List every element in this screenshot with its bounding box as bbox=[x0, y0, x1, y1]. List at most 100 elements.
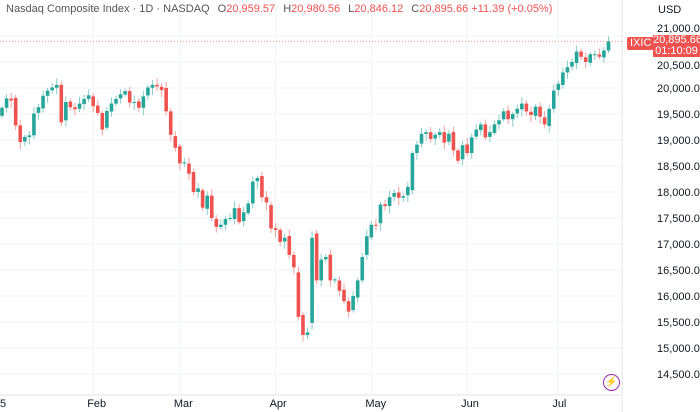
candle-body bbox=[228, 218, 232, 219]
candle-body bbox=[524, 103, 529, 112]
lightning-icon[interactable]: ⚡ bbox=[603, 374, 620, 391]
candle-body bbox=[479, 124, 483, 131]
currency-button[interactable]: USD bbox=[658, 4, 682, 16]
candle-body bbox=[492, 124, 497, 133]
candle-body bbox=[529, 111, 533, 116]
x-tick-label: Jul bbox=[552, 398, 566, 410]
x-tick-label: May bbox=[365, 398, 386, 410]
candle-body bbox=[533, 106, 538, 116]
candle-body bbox=[41, 95, 45, 109]
candle-body bbox=[360, 257, 365, 281]
candle-body bbox=[273, 228, 278, 230]
candle-body bbox=[597, 54, 602, 57]
candle-body bbox=[365, 236, 369, 255]
y-tick-label: 14,500.00 bbox=[657, 369, 700, 381]
candle-body bbox=[369, 224, 374, 238]
high-label: H bbox=[283, 3, 292, 15]
candle-body bbox=[328, 254, 333, 281]
candle-body bbox=[209, 195, 214, 218]
candle-body bbox=[497, 120, 501, 125]
candle-body bbox=[588, 54, 593, 63]
y-tick-label: 16,500.00 bbox=[657, 265, 700, 277]
change-value: +11.39 (+0.05%) bbox=[471, 3, 553, 15]
candle-body bbox=[23, 136, 27, 142]
candle-body bbox=[296, 272, 301, 317]
candle-body bbox=[187, 163, 191, 174]
candle-body bbox=[515, 108, 520, 114]
candle-body bbox=[333, 279, 337, 281]
candle-body bbox=[406, 186, 410, 196]
candle-body bbox=[574, 51, 579, 64]
candle-body bbox=[342, 289, 346, 302]
candle-body bbox=[506, 110, 510, 120]
candle-body bbox=[91, 96, 95, 107]
x-tick-label: 5 bbox=[0, 398, 6, 410]
candle-body bbox=[205, 195, 209, 209]
candle-body bbox=[392, 193, 396, 197]
candle-body bbox=[579, 51, 583, 57]
candle-body bbox=[310, 237, 314, 323]
candle-body bbox=[150, 84, 155, 88]
candle-body bbox=[456, 150, 460, 161]
candle-body bbox=[378, 204, 383, 224]
candle-body bbox=[387, 197, 392, 207]
high-value: 20,980.56 bbox=[291, 3, 341, 15]
candle-body bbox=[437, 132, 442, 136]
y-tick-label: 18,000.00 bbox=[657, 187, 700, 199]
candle-body bbox=[114, 98, 118, 104]
candle-body bbox=[465, 144, 469, 153]
candle-body bbox=[214, 218, 219, 227]
candle-body bbox=[410, 153, 415, 191]
candle-body bbox=[323, 257, 328, 260]
y-tick-label: 17,000.00 bbox=[657, 239, 700, 251]
candle-body bbox=[123, 91, 127, 95]
close-label: C bbox=[411, 3, 420, 15]
close-value: 20,895.66 bbox=[419, 3, 469, 15]
candle-body bbox=[59, 84, 64, 123]
candle-body bbox=[223, 219, 228, 225]
last-price: 20,895.66 bbox=[653, 34, 700, 46]
candle-body bbox=[547, 108, 551, 126]
candle-body bbox=[13, 97, 18, 126]
candle-body bbox=[374, 224, 378, 226]
candle-body bbox=[50, 87, 54, 91]
candle-body bbox=[4, 98, 9, 108]
candle-body bbox=[109, 103, 114, 112]
candle-body bbox=[282, 237, 287, 242]
candle-body bbox=[305, 332, 310, 335]
candle-body bbox=[565, 67, 570, 73]
candle-body bbox=[314, 233, 319, 281]
candle-body bbox=[0, 107, 4, 116]
candle-body bbox=[424, 132, 428, 134]
candle-body bbox=[146, 87, 150, 96]
candle-body bbox=[483, 124, 488, 138]
candle-body bbox=[401, 196, 406, 198]
candle-body bbox=[137, 101, 141, 108]
candle-body bbox=[292, 254, 296, 268]
candle-body bbox=[593, 54, 597, 56]
candle-body bbox=[319, 259, 323, 281]
candle-body bbox=[105, 110, 109, 128]
candle-body bbox=[27, 135, 32, 138]
candle-body bbox=[264, 197, 269, 203]
candle-body bbox=[606, 41, 611, 51]
candle-body bbox=[127, 91, 132, 103]
candle-body bbox=[451, 132, 456, 151]
candle-body bbox=[269, 205, 273, 229]
candle-body bbox=[255, 177, 260, 182]
x-tick-label: Jun bbox=[461, 398, 479, 410]
candle-body bbox=[68, 101, 73, 108]
candle-body bbox=[159, 86, 164, 91]
low-label: L bbox=[348, 3, 355, 15]
candle-body bbox=[346, 301, 351, 312]
candle-body bbox=[73, 107, 77, 110]
candle-body bbox=[447, 133, 451, 142]
candle-body bbox=[86, 95, 91, 99]
symbol-legend: Nasdaq Composite Index · 1D · NASDAQ O20… bbox=[6, 3, 552, 15]
candle-body bbox=[278, 229, 282, 242]
y-tick-label: 18,500.00 bbox=[657, 161, 700, 173]
y-tick-label: 19,500.00 bbox=[657, 109, 700, 121]
candle-body bbox=[520, 103, 524, 110]
candle-body bbox=[301, 314, 305, 335]
